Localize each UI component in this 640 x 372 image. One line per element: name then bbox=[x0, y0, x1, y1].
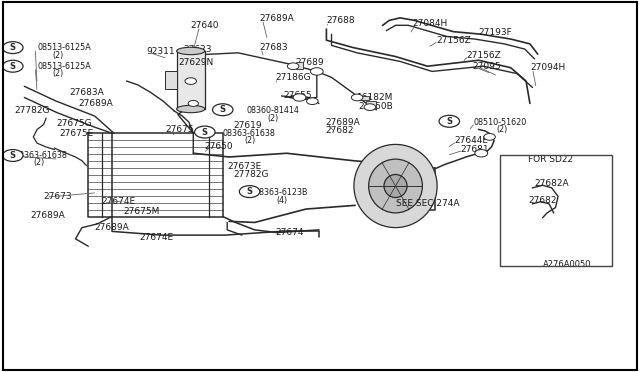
Text: 27682A: 27682A bbox=[534, 179, 569, 187]
Ellipse shape bbox=[354, 144, 437, 228]
Text: S: S bbox=[446, 117, 452, 126]
Text: 27682: 27682 bbox=[325, 126, 354, 135]
Ellipse shape bbox=[177, 47, 205, 55]
Bar bbox=[500, 155, 612, 266]
Text: SEE SEC.274A: SEE SEC.274A bbox=[396, 199, 459, 208]
Text: 27683A: 27683A bbox=[69, 88, 104, 97]
Text: 27689A: 27689A bbox=[78, 99, 113, 108]
Bar bbox=[165, 71, 177, 89]
Text: 27689A: 27689A bbox=[260, 14, 294, 23]
Text: 08363-61638: 08363-61638 bbox=[223, 129, 276, 138]
Circle shape bbox=[195, 126, 215, 138]
Text: 27193F: 27193F bbox=[479, 28, 513, 37]
Bar bbox=[357, 96, 369, 100]
Ellipse shape bbox=[369, 159, 422, 213]
Text: 08510-51620: 08510-51620 bbox=[474, 118, 527, 126]
Text: 27674E: 27674E bbox=[140, 233, 173, 242]
Text: 08363-6123B: 08363-6123B bbox=[255, 188, 308, 197]
Bar bbox=[366, 101, 376, 109]
Text: (2): (2) bbox=[244, 136, 256, 145]
Text: 27689A: 27689A bbox=[325, 118, 360, 126]
Text: 27673E: 27673E bbox=[227, 162, 262, 171]
Circle shape bbox=[439, 115, 460, 127]
Text: 27673: 27673 bbox=[44, 192, 72, 201]
Text: 27675M: 27675M bbox=[123, 207, 159, 216]
Text: 27094H: 27094H bbox=[530, 63, 565, 72]
Text: 27186G: 27186G bbox=[275, 73, 311, 82]
Text: 27655: 27655 bbox=[283, 92, 312, 100]
Text: 27644E: 27644E bbox=[454, 136, 488, 145]
Circle shape bbox=[3, 60, 23, 72]
Text: 27689: 27689 bbox=[296, 58, 324, 67]
Text: 27682: 27682 bbox=[528, 196, 557, 205]
Bar bbox=[177, 51, 205, 109]
Text: 27782G: 27782G bbox=[14, 106, 49, 115]
Text: (4): (4) bbox=[276, 196, 287, 205]
Text: 08363-61638: 08363-61638 bbox=[14, 151, 67, 160]
Circle shape bbox=[185, 78, 196, 84]
Text: 27629N: 27629N bbox=[178, 58, 213, 67]
Text: S: S bbox=[246, 187, 253, 196]
Circle shape bbox=[188, 100, 198, 106]
Text: 27619: 27619 bbox=[234, 121, 262, 130]
Text: 27156Z: 27156Z bbox=[436, 36, 471, 45]
Ellipse shape bbox=[177, 105, 205, 113]
Text: S: S bbox=[220, 105, 226, 114]
Text: 27095: 27095 bbox=[472, 62, 501, 71]
Circle shape bbox=[484, 134, 495, 140]
Circle shape bbox=[212, 104, 233, 116]
Text: 27650: 27650 bbox=[205, 142, 234, 151]
Text: 27688: 27688 bbox=[326, 16, 355, 25]
Text: S: S bbox=[10, 151, 16, 160]
Text: 08513-6125A: 08513-6125A bbox=[37, 43, 91, 52]
Text: 27623: 27623 bbox=[183, 45, 212, 54]
Text: 27675: 27675 bbox=[165, 125, 194, 134]
Text: 27683: 27683 bbox=[259, 43, 288, 52]
Bar bbox=[296, 62, 303, 69]
Text: 27675G: 27675G bbox=[56, 119, 92, 128]
Text: 27650B: 27650B bbox=[358, 102, 393, 111]
Text: 27674: 27674 bbox=[275, 228, 304, 237]
Circle shape bbox=[351, 94, 363, 101]
Circle shape bbox=[239, 186, 260, 198]
Circle shape bbox=[3, 42, 23, 54]
Text: FOR SD22: FOR SD22 bbox=[528, 155, 573, 164]
Text: 27674E: 27674E bbox=[101, 197, 135, 206]
Circle shape bbox=[307, 98, 318, 105]
Circle shape bbox=[293, 94, 306, 101]
Circle shape bbox=[287, 63, 299, 70]
Text: 27782G: 27782G bbox=[234, 170, 269, 179]
Circle shape bbox=[364, 104, 376, 110]
Text: 08513-6125A: 08513-6125A bbox=[37, 62, 91, 71]
Text: (2): (2) bbox=[52, 69, 64, 78]
Text: (2): (2) bbox=[496, 125, 508, 134]
Text: (2): (2) bbox=[268, 114, 279, 123]
Text: 27640: 27640 bbox=[191, 21, 220, 30]
Text: S: S bbox=[10, 62, 16, 71]
Text: 27689A: 27689A bbox=[95, 223, 129, 232]
Text: 08360-81414: 08360-81414 bbox=[246, 106, 300, 115]
Text: 27675E: 27675E bbox=[59, 129, 93, 138]
Text: 27689A: 27689A bbox=[31, 211, 65, 219]
Text: 92311: 92311 bbox=[146, 47, 175, 56]
Text: 27084H: 27084H bbox=[413, 19, 448, 28]
Text: (2): (2) bbox=[33, 158, 45, 167]
Text: 16182M: 16182M bbox=[357, 93, 394, 102]
Text: A276A0050: A276A0050 bbox=[543, 260, 591, 269]
Text: (2): (2) bbox=[52, 51, 64, 60]
Circle shape bbox=[3, 150, 23, 161]
Text: S: S bbox=[202, 128, 208, 137]
Text: 27681: 27681 bbox=[461, 145, 490, 154]
Text: S: S bbox=[10, 43, 16, 52]
Ellipse shape bbox=[384, 174, 407, 198]
Circle shape bbox=[310, 68, 323, 75]
Circle shape bbox=[475, 150, 488, 157]
Text: 27156Z: 27156Z bbox=[466, 51, 500, 60]
